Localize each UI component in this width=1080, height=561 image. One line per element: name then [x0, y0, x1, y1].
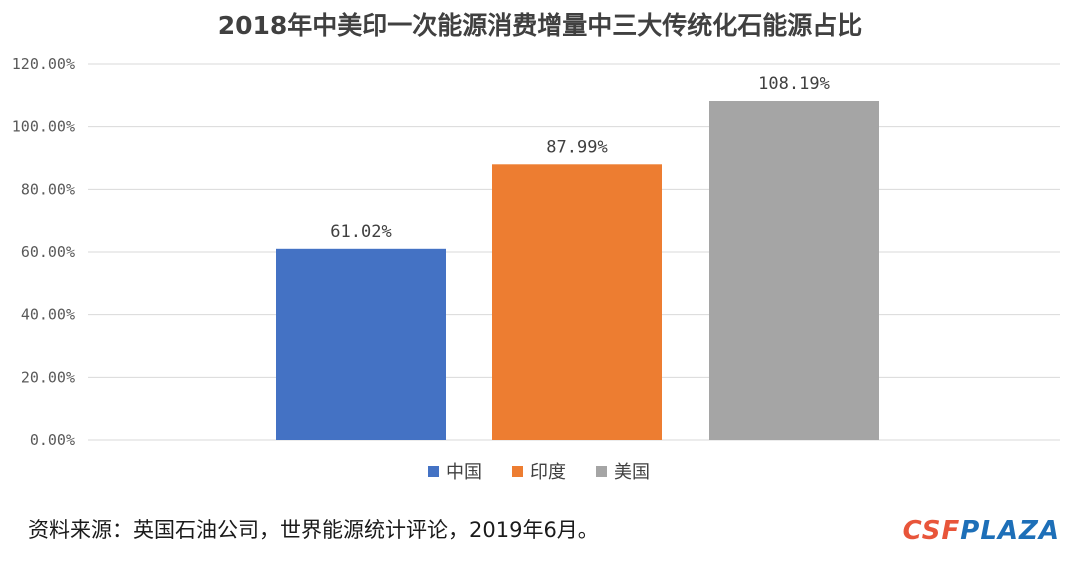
- y-tick-label: 20.00%: [21, 368, 75, 386]
- y-tick-label: 40.00%: [21, 306, 75, 324]
- y-tick-label: 80.00%: [21, 180, 75, 198]
- y-tick-label: 60.00%: [21, 243, 75, 261]
- source-note: 资料来源：英国石油公司，世界能源统计评论，2019年6月。: [28, 518, 599, 542]
- y-tick-label: 100.00%: [12, 118, 75, 136]
- legend-label: 印度: [530, 462, 566, 483]
- bars: [276, 101, 879, 440]
- legend-label: 美国: [614, 462, 650, 483]
- chart-title: 2018年中美印一次能源消费增量中三大传统化石能源占比: [218, 11, 863, 40]
- legend-swatch: [512, 466, 523, 477]
- data-label: 87.99%: [546, 137, 607, 157]
- bar: [492, 164, 662, 440]
- bar: [709, 101, 879, 440]
- csf-plaza-logo: CSFPLAZA: [903, 516, 1060, 546]
- y-axis-ticks: 0.00% 20.00% 40.00% 60.00% 80.00% 100.00% 120.…: [12, 55, 75, 449]
- legend-label: 中国: [446, 462, 482, 483]
- data-labels: 61.02% 87.99% 108.19%: [330, 74, 830, 242]
- data-label: 61.02%: [330, 222, 391, 242]
- bar: [276, 248, 446, 440]
- y-tick-label: 120.00%: [12, 55, 75, 73]
- legend: 中国 印度 美国: [428, 462, 650, 483]
- legend-swatch: [428, 466, 439, 477]
- logo-part-b: PLAZA: [960, 516, 1060, 546]
- logo-part-a: CSF: [902, 516, 961, 546]
- data-label: 108.19%: [758, 74, 830, 94]
- y-tick-label: 0.00%: [30, 431, 75, 449]
- legend-swatch: [596, 466, 607, 477]
